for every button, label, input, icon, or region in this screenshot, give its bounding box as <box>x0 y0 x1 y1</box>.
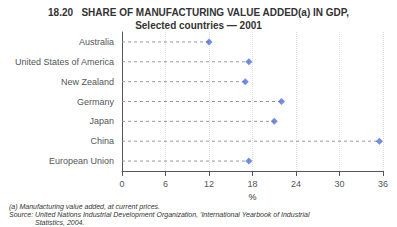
svg-text:30: 30 <box>334 179 344 189</box>
svg-text:Source: United Nations Industr: Source: United Nations Industrial Develo… <box>9 211 310 219</box>
svg-text:United States of America: United States of America <box>15 57 114 67</box>
svg-text:%: % <box>248 192 256 202</box>
svg-text:Japan: Japan <box>89 116 114 126</box>
svg-text:European Union: European Union <box>49 156 114 166</box>
svg-text:6: 6 <box>163 179 168 189</box>
svg-text:0: 0 <box>119 179 124 189</box>
svg-text:Australia: Australia <box>79 37 114 47</box>
svg-text:36: 36 <box>378 179 388 189</box>
svg-text:Selected countries — 2001: Selected countries — 2001 <box>135 20 262 31</box>
svg-text:12: 12 <box>204 179 214 189</box>
svg-text:18: 18 <box>247 179 257 189</box>
svg-text:China: China <box>90 136 114 146</box>
svg-text:18.20 SHARE OF MANUFACTURING: 18.20 SHARE OF MANUFACTURING VALUE ADDED… <box>48 7 349 18</box>
svg-text:New Zealand: New Zealand <box>61 77 114 87</box>
svg-text:Germany: Germany <box>77 97 115 107</box>
svg-text:Statistics, 2004.: Statistics, 2004. <box>35 219 84 226</box>
svg-text:24: 24 <box>291 179 301 189</box>
svg-text:(a) Manufacturing value added,: (a) Manufacturing value added, at curren… <box>9 203 160 211</box>
